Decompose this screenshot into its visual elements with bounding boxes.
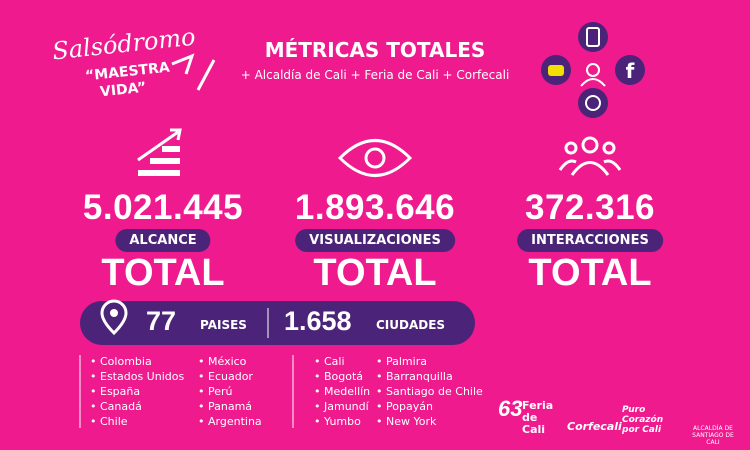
metric-value: 5.021.445 (82, 188, 244, 227)
metric-label: ALCANCE (115, 229, 211, 252)
alcaldia-logo: ALCALDÍA DE SANTIAGO DE CALI (692, 425, 734, 446)
list-item: Yumbo (314, 414, 370, 429)
list-item: Cali (314, 354, 370, 369)
feria-logo: Feria de Cali (522, 399, 554, 436)
countries-label: PAISES (200, 318, 247, 332)
list-item: Perú (198, 384, 262, 399)
svg-text:f: f (626, 59, 635, 83)
feria-number: 63 (498, 396, 523, 421)
list: CaliBogotáMedellínJamundíYumbo (314, 354, 370, 429)
list: MéxicoEcuadorPerúPanamáArgentina (198, 354, 262, 429)
list-item: New York (376, 414, 483, 429)
list-item: México (198, 354, 262, 369)
metric-value: 1.893.646 (294, 188, 456, 227)
list-item: Estados Unidos (90, 369, 184, 384)
metric-label: INTERACCIONES (517, 229, 663, 252)
list-item: Ecuador (198, 369, 262, 384)
list-item: España (90, 384, 184, 399)
list-item: Colombia (90, 354, 184, 369)
metric-label: VISUALIZACIONES (295, 229, 455, 252)
list-item: Palmira (376, 354, 483, 369)
cities-count: 1.658 (284, 306, 352, 336)
list-item: Panamá (198, 399, 262, 414)
list-item: Popayán (376, 399, 483, 414)
list: ColombiaEstados UnidosEspañaCanadáChile (90, 354, 184, 429)
metric-value: 372.316 (524, 188, 656, 227)
list-item: Barranquilla (376, 369, 483, 384)
list-item: Medellín (314, 384, 370, 399)
list: PalmiraBarranquillaSantiago de ChilePopa… (376, 354, 483, 429)
metric-total: TOTAL (528, 252, 652, 294)
subtitle: + Alcaldía de Cali + Feria de Cali + Cor… (240, 68, 510, 82)
list-item: Argentina (198, 414, 262, 429)
countries-count: 77 (146, 306, 177, 336)
list-item: Santiago de Chile (376, 384, 483, 399)
corfecali-logo: Corfecali (567, 420, 622, 433)
list-item: Chile (90, 414, 184, 429)
list-item: Jamundí (314, 399, 370, 414)
list-item: Canadá (90, 399, 184, 414)
list-item: Bogotá (314, 369, 370, 384)
title: MÉTRICAS TOTALES (264, 38, 486, 62)
metric-total: TOTAL (101, 252, 225, 294)
metric-total: TOTAL (313, 252, 437, 294)
cities-label: CIUDADES (376, 318, 446, 332)
puro-logo: Puro Corazón por Cali (622, 405, 664, 435)
